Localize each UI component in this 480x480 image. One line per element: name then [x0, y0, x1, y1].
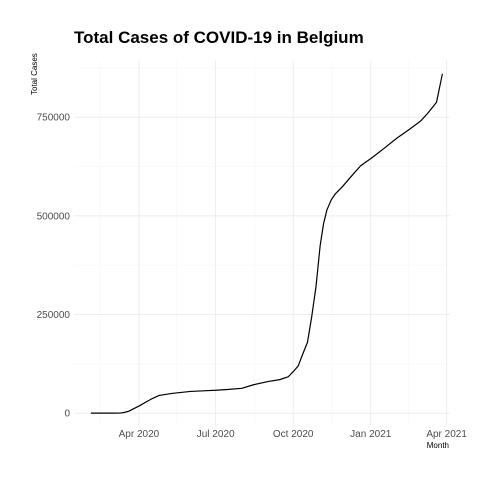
series-line-total-cases — [90, 73, 443, 414]
y-tick-label: 0 — [64, 409, 70, 420]
y-axis-title: Total Cases — [30, 53, 39, 95]
axis-ticks: 0 250000 500000 750000 Apr 2020 Jul 2020 Oct 2… — [37, 113, 468, 440]
y-tick-label: 750000 — [37, 113, 71, 124]
x-tick-label: Apr 2020 — [119, 429, 160, 440]
x-axis-title: Month — [427, 441, 449, 450]
x-tick-label: Apr 2021 — [426, 429, 467, 440]
x-tick-label: Jan 2021 — [350, 429, 392, 440]
gridlines — [74, 60, 450, 425]
y-tick-label: 250000 — [37, 310, 71, 321]
chart-title: Total Cases of COVID-19 in Belgium — [74, 28, 364, 47]
y-tick-label: 500000 — [37, 211, 71, 222]
x-tick-label: Oct 2020 — [273, 429, 314, 440]
x-tick-label: Jul 2020 — [197, 429, 235, 440]
